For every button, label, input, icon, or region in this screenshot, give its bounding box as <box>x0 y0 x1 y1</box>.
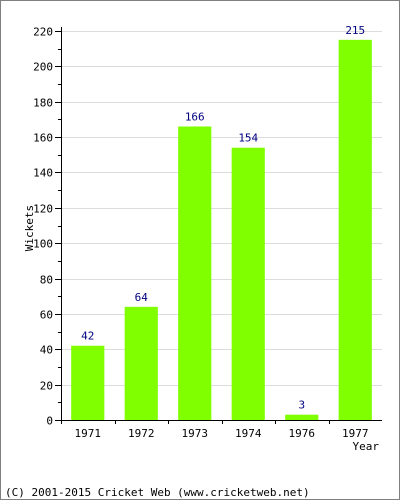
y-tick-label: 120 <box>33 203 53 216</box>
x-tick-label: 1973 <box>182 427 209 440</box>
data-labels: 42 64 166 154 3 215 <box>81 24 365 412</box>
data-label: 42 <box>81 330 94 343</box>
data-label: 215 <box>345 24 365 37</box>
bar <box>231 147 265 420</box>
copyright-footer: (C) 2001-2015 Cricket Web (www.cricketwe… <box>5 486 310 499</box>
data-label: 166 <box>185 110 205 123</box>
bar <box>285 414 319 420</box>
data-label: 154 <box>238 132 258 145</box>
y-tick-labels: 0 20 40 60 80 100 120 140 160 180 200 220 <box>33 26 53 428</box>
y-tick-label: 0 <box>46 415 53 428</box>
x-tick-label: 1971 <box>75 427 102 440</box>
y-tick-label: 160 <box>33 132 53 145</box>
bar <box>71 345 105 420</box>
bar <box>178 126 212 421</box>
x-axis-label: Year <box>353 440 380 453</box>
x-tick-labels: 1971 1972 1973 1974 1976 1977 <box>75 427 369 440</box>
y-tick-label: 20 <box>40 380 53 393</box>
x-tick-label: 1976 <box>289 427 316 440</box>
x-tick-label: 1972 <box>128 427 155 440</box>
y-tick-label: 200 <box>33 61 53 74</box>
y-tick-label: 40 <box>40 344 53 357</box>
axes <box>55 27 382 424</box>
x-tick-label: 1974 <box>235 427 262 440</box>
y-tick-label: 140 <box>33 167 53 180</box>
y-tick-label: 80 <box>40 274 53 287</box>
y-tick-label: 100 <box>33 238 53 251</box>
y-tick-label: 180 <box>33 97 53 110</box>
y-tick-label: 220 <box>33 26 53 39</box>
grid-lines <box>61 31 382 386</box>
x-tick-label: 1977 <box>342 427 369 440</box>
y-axis-label: Wickets <box>23 205 36 251</box>
bars <box>71 39 372 421</box>
y-tick-label: 60 <box>40 309 53 322</box>
bar <box>124 306 158 420</box>
data-label: 3 <box>298 399 305 412</box>
bar <box>338 39 372 420</box>
data-label: 64 <box>135 291 149 304</box>
